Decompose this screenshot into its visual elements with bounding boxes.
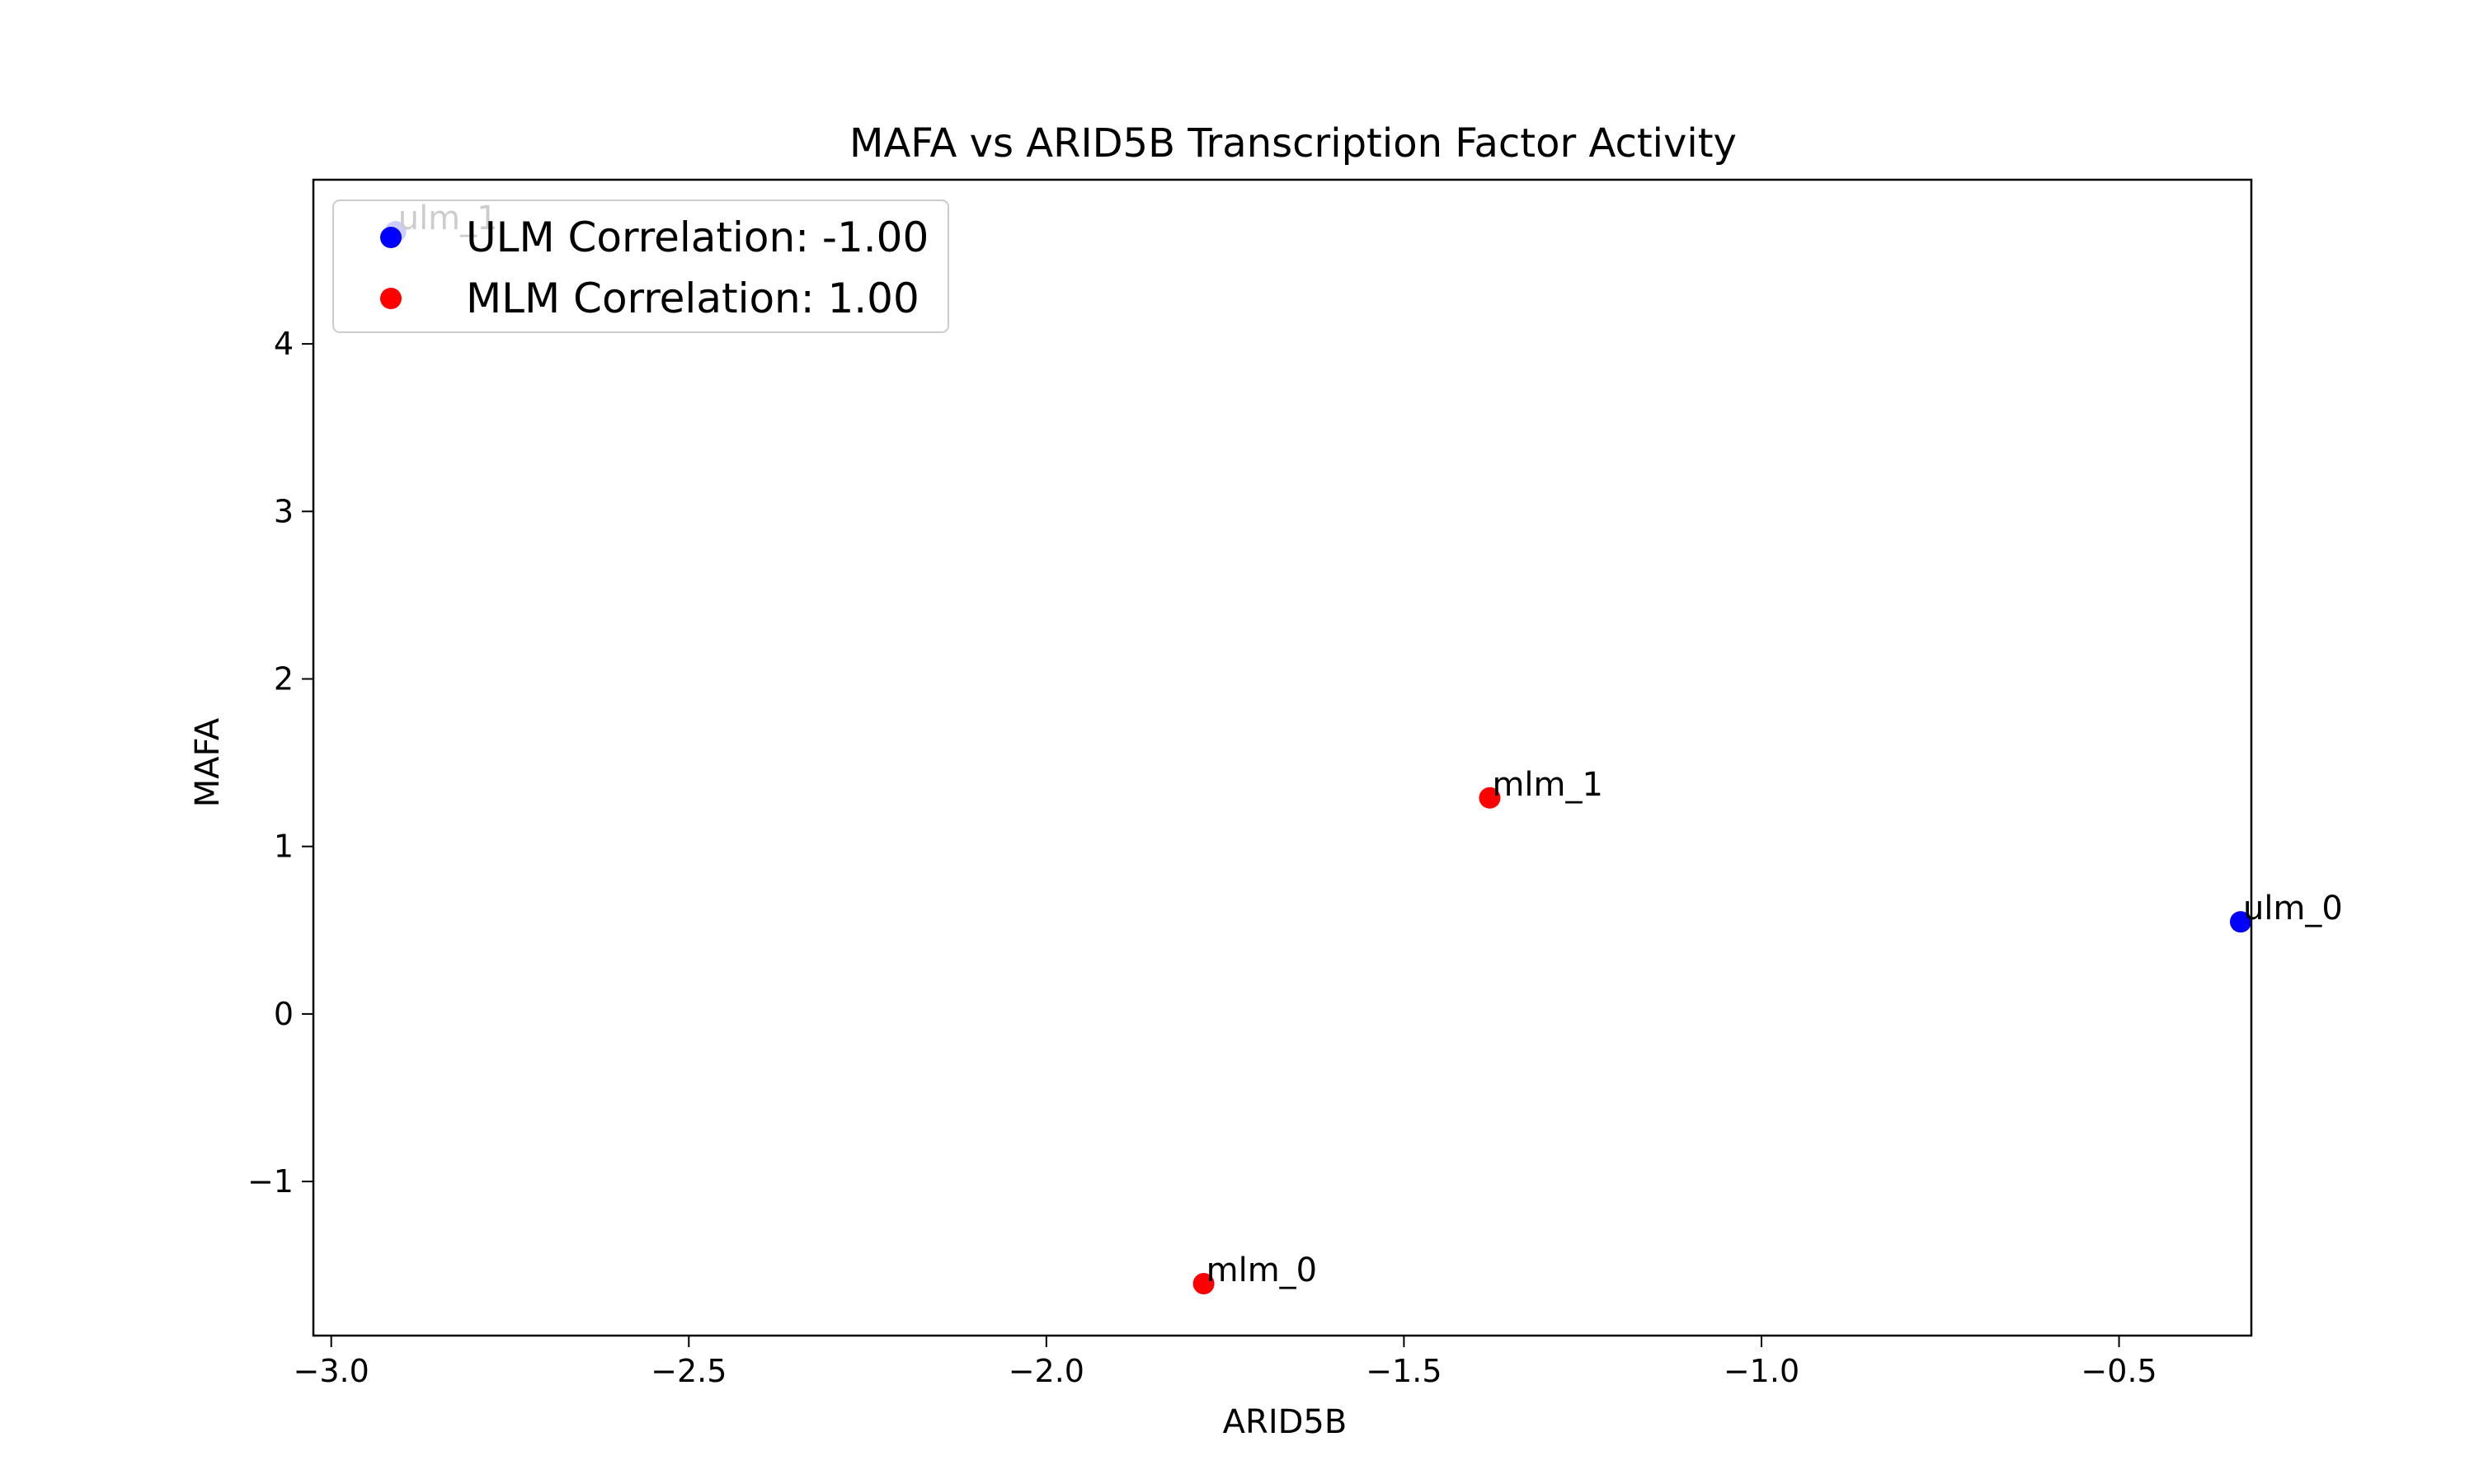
x-tick-label: −2.5 [651,1353,727,1389]
x-tick-label: −2.0 [1009,1353,1084,1389]
y-tick-label: 1 [274,829,294,865]
axes-frame [312,178,2253,1337]
y-tick-label: −1 [247,1163,294,1200]
plot-area: −3.0−2.5−2.0−1.5−1.0−0.5−101234ulm_0ulm_… [247,178,2343,1389]
legend-entry-text: MLM Correlation: 1.00 [466,275,920,322]
data-point-label-mlm_0: mlm_0 [1206,1252,1318,1289]
x-axis-label: ARID5B [1223,1403,1348,1441]
y-tick-label: 2 [274,661,294,697]
data-point-ulm_0 [2229,911,2251,933]
legend: ULM Correlation: -1.00 MLM Correlation: 1… [332,200,949,333]
data-point-mlm_1 [1479,787,1501,809]
legend-marker [380,227,402,248]
data-point-label-ulm_0: ulm_0 [2243,890,2343,928]
legend-entry-text: ULM Correlation: -1.00 [466,214,929,261]
y-tick-label: 3 [274,493,294,529]
y-axis-label: MAFA [189,717,227,807]
x-tick-label: −3.0 [294,1353,369,1389]
y-tick-label: 4 [274,326,294,362]
x-tick-label: −1.0 [1724,1353,1799,1389]
x-tick-label: −1.5 [1366,1353,1442,1389]
y-tick-label: 0 [274,996,294,1032]
x-tick-label: −0.5 [2081,1353,2157,1389]
chart-title: MAFA vs ARID5B Transcription Factor Acti… [849,120,1737,167]
data-point-mlm_0 [1192,1273,1215,1295]
data-point-label-mlm_1: mlm_1 [1492,766,1603,804]
legend-box [332,200,949,333]
legend-marker [380,288,402,309]
